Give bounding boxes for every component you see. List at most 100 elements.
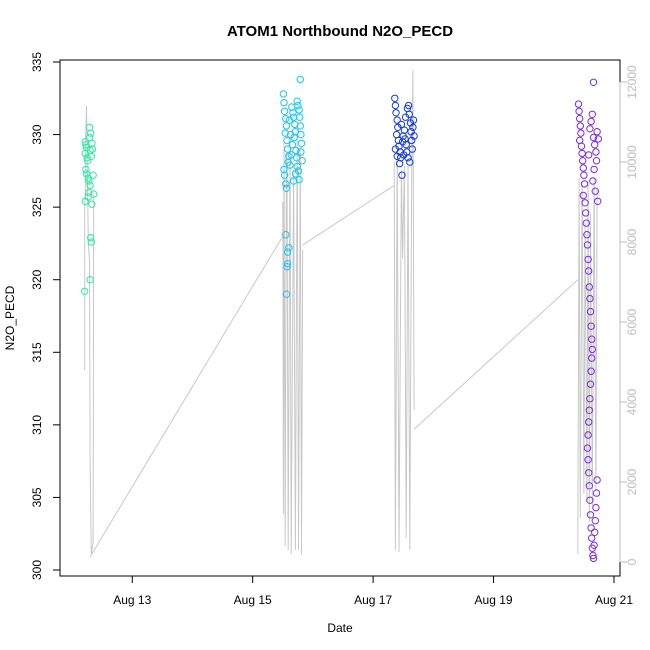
data-point (295, 106, 303, 114)
data-point (585, 482, 593, 490)
secondary-line-group-2 (282, 129, 304, 555)
data-point (285, 116, 294, 124)
data-point (594, 197, 602, 206)
data-point (575, 107, 583, 116)
data-point (406, 158, 414, 166)
x-axis: Aug 13 Aug 15 Aug 17 Aug 19 Aug 21 (113, 575, 633, 607)
data-point (394, 136, 403, 145)
data-point (585, 406, 593, 414)
data-point (87, 233, 95, 242)
chart-title: ATOM1 Northbound N2O_PECD (227, 23, 453, 40)
data-point (591, 517, 599, 525)
data-point (594, 135, 602, 143)
data-point (589, 177, 597, 185)
data-point (289, 177, 298, 185)
secondary-series (84, 69, 598, 555)
data-point (87, 238, 96, 246)
data-point (88, 200, 96, 208)
data-point (280, 98, 288, 107)
data-point (82, 165, 90, 174)
data-point (297, 148, 305, 156)
data-point (585, 418, 593, 426)
x-axis-label: Date (327, 621, 353, 635)
y2-tick-label: 6000 (625, 308, 639, 335)
y-tick-label: 335 (30, 52, 44, 72)
data-point (294, 167, 303, 175)
y-tick-label: 305 (30, 487, 44, 507)
data-point (289, 109, 297, 117)
data-point (286, 161, 294, 169)
connector-line-1 (89, 235, 284, 558)
data-point (593, 476, 601, 484)
data-point (582, 219, 590, 227)
data-point (86, 181, 94, 190)
data-point (283, 136, 291, 145)
data-point (576, 114, 584, 123)
data-point (576, 122, 584, 130)
data-point (577, 142, 586, 150)
data-point (400, 126, 409, 134)
y2-tick-label: 4000 (625, 388, 639, 415)
data-point (293, 97, 301, 105)
data-point (588, 534, 596, 542)
data-point (282, 184, 291, 193)
data-point (90, 190, 98, 198)
data-point (587, 524, 595, 532)
connector-line-2 (302, 184, 395, 246)
data-point (580, 171, 588, 179)
data-point (586, 125, 594, 133)
data-point (86, 276, 94, 284)
data-point (280, 107, 289, 116)
y-tick-label: 320 (30, 269, 44, 289)
data-point (587, 322, 595, 330)
data-point (579, 164, 587, 172)
data-point (408, 136, 416, 145)
data-point (85, 177, 93, 185)
data-point (298, 157, 306, 165)
y-axis-label: N2O_PECD (3, 285, 17, 350)
data-point (282, 114, 290, 123)
data-point (296, 113, 304, 121)
data-point (393, 152, 401, 161)
data-point (585, 283, 593, 291)
data-point (589, 78, 598, 87)
data-point (282, 231, 290, 239)
x-tick-label: Aug 19 (475, 593, 513, 607)
data-point (409, 116, 418, 124)
y2-tick-label: 0 (625, 558, 639, 565)
y-tick-label: 330 (30, 124, 44, 144)
data-point (280, 171, 289, 179)
data-point (587, 117, 595, 126)
data-point (580, 180, 589, 188)
data-point (592, 489, 601, 497)
data-point (85, 188, 93, 197)
data-point (591, 187, 599, 195)
data-point (590, 165, 598, 174)
y2-tick-label: 10000 (625, 145, 639, 179)
data-point (404, 101, 413, 110)
data-point (579, 157, 587, 165)
x-tick-label: Aug 21 (595, 593, 633, 607)
data-point (591, 141, 599, 149)
data-point (395, 159, 404, 168)
y-tick-label: 300 (30, 560, 44, 580)
data-point (587, 367, 595, 375)
data-point (283, 260, 292, 268)
data-point (585, 267, 593, 275)
data-point (577, 129, 585, 137)
y-axis: 300 305 310 315 320 325 330 335 (30, 52, 61, 580)
data-point (592, 503, 600, 512)
data-point (286, 130, 295, 139)
data-point (294, 101, 302, 110)
data-point (293, 162, 301, 171)
data-point (292, 146, 300, 155)
data-point (586, 395, 594, 403)
data-point (279, 90, 288, 98)
data-point (280, 165, 288, 174)
x-tick-label: Aug 15 (234, 593, 272, 607)
data-point (588, 110, 596, 119)
data-point (584, 255, 592, 264)
data-point (87, 129, 95, 137)
data-point (398, 138, 407, 146)
